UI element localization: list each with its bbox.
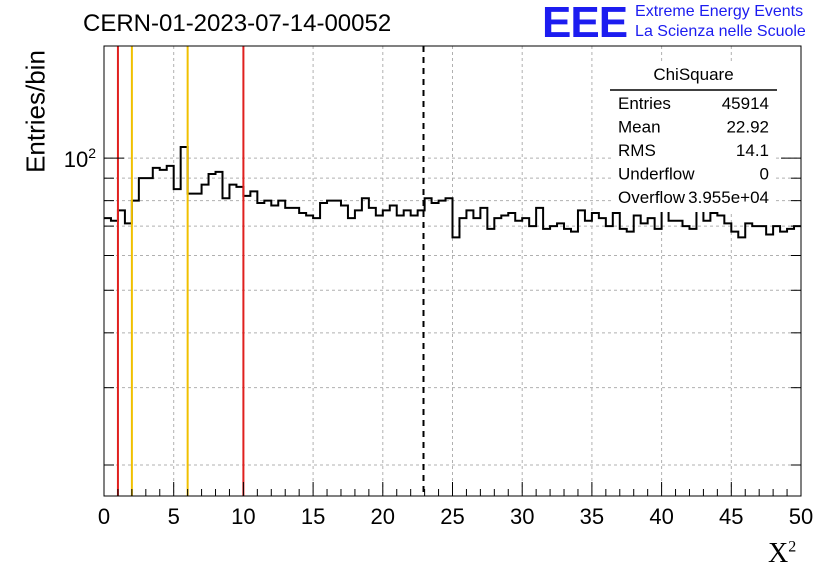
x-tick-label: 40 (649, 504, 673, 529)
stats-label: RMS (618, 141, 656, 160)
stats-value: 22.92 (726, 118, 769, 137)
x-axis-label-exponent: 2 (788, 538, 797, 556)
stats-label: Mean (618, 118, 661, 137)
reference-lines (116, 46, 425, 496)
eee-logo-text: Extreme Energy Events La Scienza nelle S… (635, 0, 806, 42)
logo-line-2: La Scienza nelle Scuole (635, 23, 806, 40)
x-tick-label: 30 (510, 504, 534, 529)
stats-label: Overflow (618, 188, 686, 207)
stats-value: 0 (760, 165, 769, 184)
x-tick-label: 25 (440, 504, 464, 529)
x-tick-label: 45 (719, 504, 743, 529)
x-tick-label: 10 (231, 504, 255, 529)
x-tick-label: 20 (371, 504, 395, 529)
histogram-series (104, 145, 801, 239)
x-tick-label: 5 (168, 504, 180, 529)
stats-value: 45914 (722, 94, 769, 113)
x-tick-label: 15 (301, 504, 325, 529)
stats-box: ChiSquare Entries 45914 Mean 22.92 RMS 14.1 Und… (610, 62, 777, 212)
x-tick-label: 35 (580, 504, 604, 529)
stats-value: 14.1 (736, 141, 769, 160)
stats-value: 3.955e+04 (688, 188, 769, 207)
x-tick-label: 0 (98, 504, 110, 529)
axes: 0 5 10 15 20 25 30 35 40 45 50 102 (64, 45, 813, 529)
x-axis-label-base: X (768, 538, 789, 569)
x-tick-label: 50 (789, 504, 813, 529)
chart-title: CERN-01-2023-07-14-00052 (83, 10, 392, 37)
logo-line-1: Extreme Energy Events (635, 3, 804, 20)
histogram-line (104, 145, 801, 239)
stats-label: Underflow (618, 165, 695, 184)
stats-box-bg (612, 62, 776, 212)
stats-label: Entries (618, 94, 671, 113)
x-axis-label: X2 (768, 538, 796, 570)
eee-logo: EEE Extreme Energy Events La Scienza nel… (542, 0, 806, 46)
stats-title: ChiSquare (653, 65, 733, 84)
eee-logo-mark: EEE (542, 0, 628, 47)
y-tick-label: 102 (64, 145, 96, 172)
